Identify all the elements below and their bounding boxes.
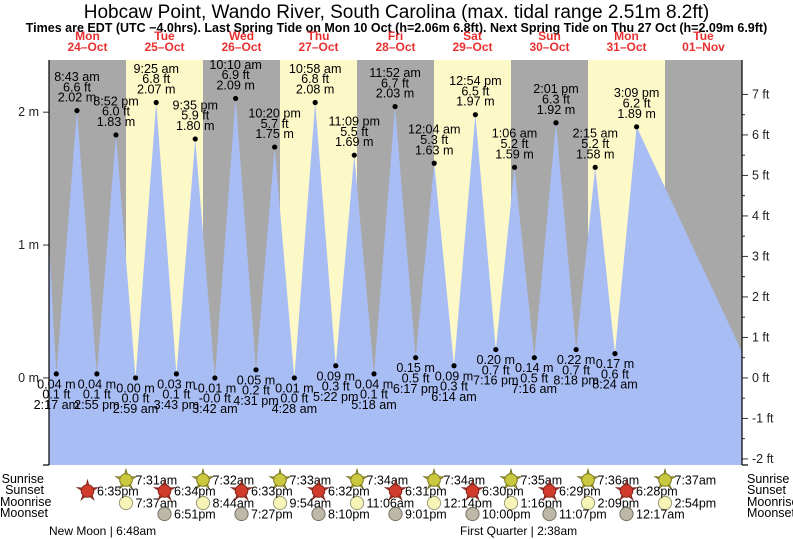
svg-text:6:35pm: 6:35pm <box>97 484 139 498</box>
svg-text:1.97 m: 1.97 m <box>456 95 495 109</box>
svg-text:7:37am: 7:37am <box>136 496 178 510</box>
svg-text:1.75 m: 1.75 m <box>255 127 294 141</box>
svg-text:7:34am: 7:34am <box>367 473 409 487</box>
svg-text:7:31am: 7:31am <box>136 473 178 487</box>
svg-text:1.80 m: 1.80 m <box>176 119 215 133</box>
svg-text:2.03 m: 2.03 m <box>376 87 415 101</box>
svg-text:1.89 m: 1.89 m <box>617 107 656 121</box>
svg-text:3 ft: 3 ft <box>752 249 770 263</box>
svg-text:6:14 am: 6:14 am <box>431 390 477 404</box>
svg-text:2.02 m: 2.02 m <box>58 91 97 105</box>
svg-text:9:54am: 9:54am <box>290 496 332 510</box>
svg-text:26–Oct: 26–Oct <box>221 40 261 54</box>
svg-text:6:51pm: 6:51pm <box>174 507 216 521</box>
svg-text:7:27pm: 7:27pm <box>251 507 293 521</box>
svg-text:1.59 m: 1.59 m <box>495 147 534 161</box>
svg-text:7:34am: 7:34am <box>444 473 486 487</box>
svg-text:6:28pm: 6:28pm <box>636 484 678 498</box>
svg-text:8:10pm: 8:10pm <box>328 507 370 521</box>
svg-text:6:30pm: 6:30pm <box>482 484 524 498</box>
svg-text:2.08 m: 2.08 m <box>296 83 335 97</box>
svg-text:1 m: 1 m <box>18 238 39 252</box>
svg-text:2:59 am: 2:59 am <box>113 402 159 416</box>
svg-text:8:44am: 8:44am <box>213 496 255 510</box>
svg-text:30–Oct: 30–Oct <box>529 40 569 54</box>
svg-text:6:31pm: 6:31pm <box>405 484 447 498</box>
svg-text:1.69 m: 1.69 m <box>335 135 374 149</box>
svg-text:7 ft: 7 ft <box>752 87 770 101</box>
svg-text:2 m: 2 m <box>18 105 39 119</box>
svg-text:1.83 m: 1.83 m <box>97 115 136 129</box>
svg-text:5 ft: 5 ft <box>752 168 770 182</box>
svg-text:7:32am: 7:32am <box>213 473 255 487</box>
svg-text:7:33am: 7:33am <box>290 473 332 487</box>
svg-text:27–Oct: 27–Oct <box>298 40 338 54</box>
svg-text:-2 ft: -2 ft <box>752 452 774 466</box>
svg-text:7:36am: 7:36am <box>598 473 640 487</box>
svg-text:0 m: 0 m <box>18 371 39 385</box>
svg-text:1.63 m: 1.63 m <box>415 143 454 157</box>
svg-text:2.09 m: 2.09 m <box>216 78 255 92</box>
svg-text:12:17am: 12:17am <box>636 507 685 521</box>
svg-text:1.58 m: 1.58 m <box>576 147 615 161</box>
svg-text:4:28 am: 4:28 am <box>272 402 318 416</box>
svg-text:29–Oct: 29–Oct <box>452 40 492 54</box>
svg-text:9:01pm: 9:01pm <box>405 507 447 521</box>
svg-text:25–Oct: 25–Oct <box>144 40 184 54</box>
svg-text:01–Nov: 01–Nov <box>682 40 725 54</box>
svg-text:1 ft: 1 ft <box>752 330 770 344</box>
svg-text:1.92 m: 1.92 m <box>537 103 576 117</box>
svg-text:7:16 am: 7:16 am <box>512 382 558 396</box>
svg-text:10:00pm: 10:00pm <box>482 507 531 521</box>
svg-text:6:34pm: 6:34pm <box>174 484 216 498</box>
svg-text:6 ft: 6 ft <box>752 128 770 142</box>
svg-text:2:17 am: 2:17 am <box>34 398 80 412</box>
svg-text:6:29pm: 6:29pm <box>559 484 601 498</box>
svg-text:0 ft: 0 ft <box>752 371 770 385</box>
svg-text:8:24 am: 8:24 am <box>592 378 638 392</box>
svg-text:2 ft: 2 ft <box>752 290 770 304</box>
svg-text:7:37am: 7:37am <box>675 473 717 487</box>
svg-text:6:32pm: 6:32pm <box>328 484 370 498</box>
svg-text:6:33pm: 6:33pm <box>251 484 293 498</box>
svg-text:4 ft: 4 ft <box>752 209 770 223</box>
svg-text:24–Oct: 24–Oct <box>67 40 107 54</box>
svg-text:2.07 m: 2.07 m <box>137 83 176 97</box>
svg-text:28–Oct: 28–Oct <box>375 40 415 54</box>
svg-text:-1 ft: -1 ft <box>752 411 774 425</box>
svg-text:11:07pm: 11:07pm <box>559 507 607 521</box>
svg-text:5:18 am: 5:18 am <box>351 398 397 412</box>
svg-text:31–Oct: 31–Oct <box>606 40 646 54</box>
svg-text:7:35am: 7:35am <box>521 473 563 487</box>
svg-text:3:42 am: 3:42 am <box>192 402 238 416</box>
